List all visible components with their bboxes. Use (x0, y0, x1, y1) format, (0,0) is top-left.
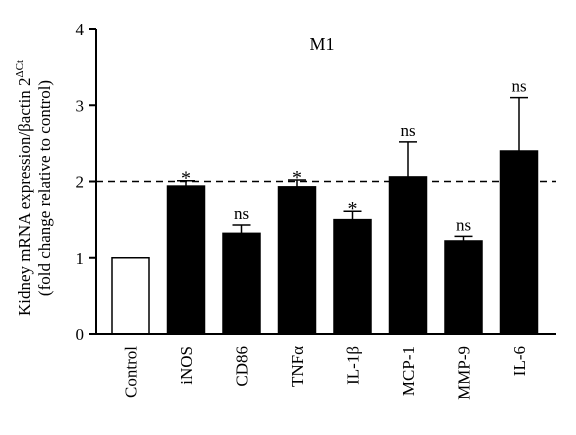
y-tick-label-3: 3 (76, 96, 85, 115)
y-axis-label-line1: Kidney mRNA expression/βactin 2 (15, 77, 34, 316)
y-tick-label-4: 4 (76, 20, 85, 39)
bar-7 (499, 150, 539, 335)
bar-0 (111, 257, 150, 335)
significance-label-6: ns (456, 215, 471, 234)
chart-title: M1 (309, 34, 334, 54)
y-tick-label-2: 2 (76, 173, 85, 192)
y-axis-label-superscript: ΔCt (14, 60, 26, 77)
bar-2 (222, 232, 261, 335)
category-label-5: MCP-1 (399, 346, 418, 396)
category-label-3: TNFα (288, 346, 307, 387)
y-tick-label-0: 0 (76, 325, 85, 344)
category-label-4: IL-1β (344, 346, 363, 385)
significance-label-7: ns (511, 77, 526, 96)
bar-3 (277, 186, 317, 335)
plot-area: 0 1 2 3 4 Control * iNOS ns CD86 * TNFα * IL-1β ns MCP-… (76, 20, 556, 400)
significance-label-5: ns (400, 121, 415, 140)
svg-text:Kidney mRNA expression/βactin: Kidney mRNA expression/βactin 2ΔCt (14, 60, 34, 316)
category-label-2: CD86 (233, 346, 252, 387)
bar-6 (444, 240, 483, 335)
category-label-7: IL-6 (510, 346, 529, 376)
significance-label-3: * (292, 167, 302, 189)
bar-1 (166, 185, 206, 335)
y-tick-label-1: 1 (76, 249, 85, 268)
significance-label-2: ns (234, 204, 249, 223)
bar-5 (388, 176, 428, 335)
category-label-0: Control (122, 346, 141, 398)
y-axis-label: Kidney mRNA expression/βactin 2ΔCt (fold… (14, 60, 54, 316)
significance-label-1: * (181, 168, 191, 190)
y-axis-label-line2: (fold change relative to control) (35, 80, 54, 296)
category-label-6: MMP-9 (455, 346, 474, 400)
significance-label-4: * (348, 198, 358, 220)
category-label-1: iNOS (177, 346, 196, 385)
bar-4 (333, 218, 372, 335)
